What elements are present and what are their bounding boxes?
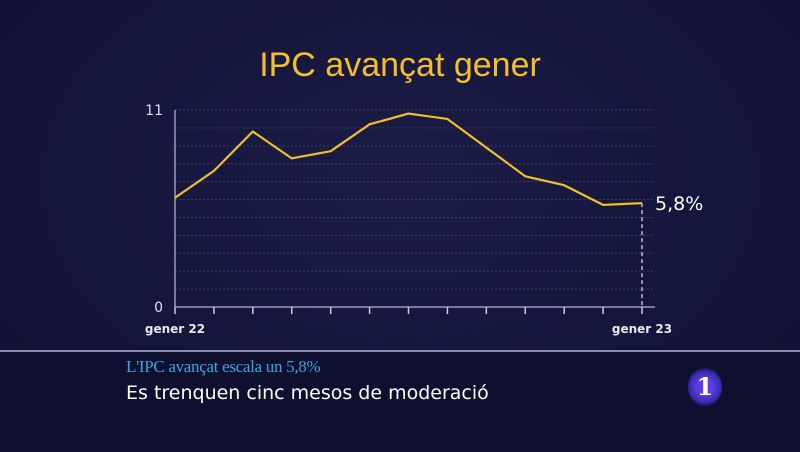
line-chart: 0 11 gener 22 gener 23 5,8% xyxy=(0,0,800,350)
y-tick-label: 11 xyxy=(145,103,163,119)
end-value-label: 5,8% xyxy=(655,193,703,215)
channel-logo-icon: 1 xyxy=(688,367,722,407)
lower-third-kicker: L'IPC avançat escala un 5,8% xyxy=(126,357,320,377)
y-tick-label: 0 xyxy=(154,300,163,316)
data-line xyxy=(175,114,642,205)
x-tick-label: gener 23 xyxy=(612,322,672,336)
lower-third: L'IPC avançat escala un 5,8% Es trenquen… xyxy=(0,350,800,452)
lower-third-headline: Es trenquen cinc mesos de moderació xyxy=(126,382,489,404)
x-tick-label: gener 22 xyxy=(145,322,205,336)
